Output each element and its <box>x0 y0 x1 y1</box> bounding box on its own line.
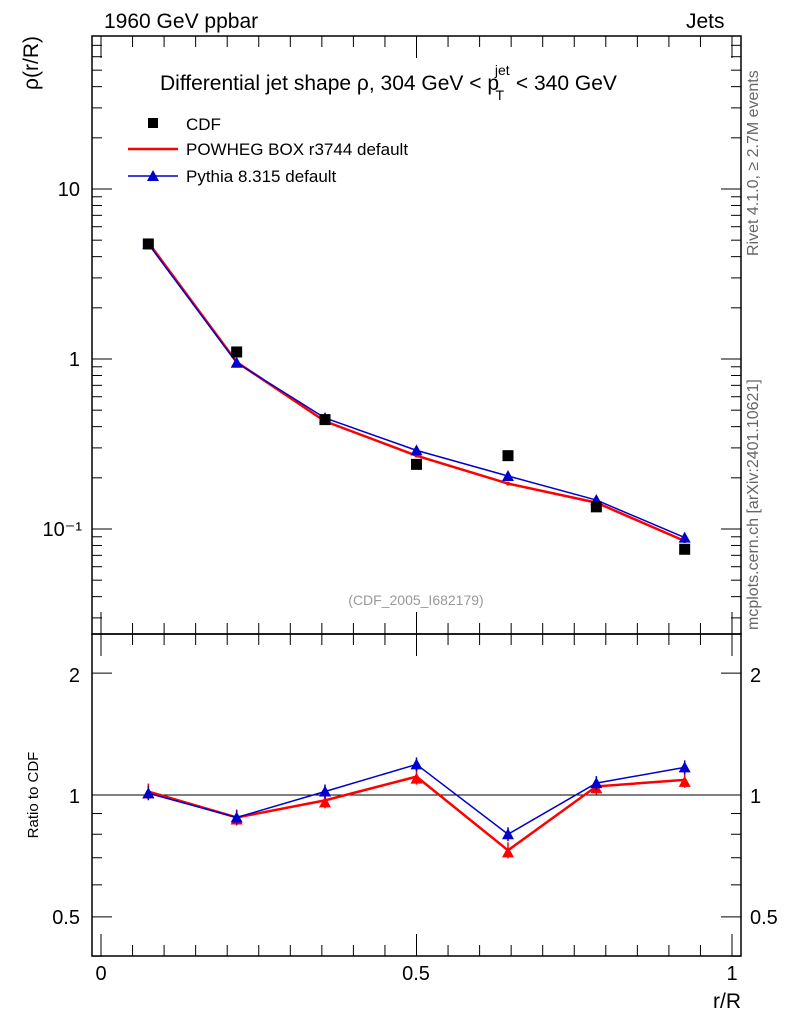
powheg-main-line <box>147 241 686 543</box>
header-left-label: 1960 GeV ppbar <box>104 10 259 33</box>
main-y-tick-label-0p1: 10⁻¹ <box>43 519 83 541</box>
pythia-ratio-point <box>678 761 691 773</box>
main-panel: 10⁻¹ 1 10 ρ(r/R) Differential jet shape … <box>20 35 742 635</box>
cdf-data-point <box>590 501 602 513</box>
pythia-main-line <box>147 243 685 539</box>
cdf-data-point <box>142 238 154 250</box>
cdf-data-point <box>502 450 514 462</box>
pythia-main-point <box>410 444 423 456</box>
main-chart-title: Differential jet shape ρ, 304 GeV < p je… <box>160 57 617 105</box>
legend-cdf-marker <box>148 118 158 128</box>
main-axis-ticks <box>92 36 741 634</box>
main-y-tick-label-10: 10 <box>58 179 80 201</box>
powheg-ratio-point <box>410 772 423 784</box>
powheg-main-point <box>505 481 510 486</box>
main-series-layer <box>142 237 691 555</box>
legend-powheg-label: POWHEG BOX r3744 default <box>186 140 408 159</box>
pythia-ratio-point <box>590 777 603 789</box>
x-axis-label: r/R <box>713 990 741 1013</box>
pythia-main-point <box>501 470 514 482</box>
legend-pythia-marker <box>147 170 159 181</box>
pythia-ratio-point <box>142 787 155 799</box>
main-y-tick-label-1: 1 <box>69 349 80 371</box>
ratio-y-axis-label: Ratio to CDF <box>25 752 42 839</box>
cdf-data-point <box>231 346 243 358</box>
powheg-ratio-point <box>501 846 514 858</box>
pythia-ratio-point <box>501 828 514 840</box>
title-superscript: jet <box>494 62 510 78</box>
title-main: Differential jet shape ρ, 304 GeV < p <box>160 72 499 95</box>
legend: CDF POWHEG BOX r3744 default Pythia 8.31… <box>128 115 408 186</box>
cdf-data-point <box>411 458 422 470</box>
pythia-ratio-point <box>410 758 423 770</box>
x-tick-label-0: 0 <box>95 963 106 985</box>
ratio-y-tick-label-1-left: 1 <box>69 786 80 808</box>
ratio-y-tick-label-2-left: 2 <box>69 665 80 687</box>
powheg-ratio-line <box>147 775 685 852</box>
x-tick-label-0p5: 0.5 <box>402 963 430 985</box>
powheg-ratio-point <box>678 775 691 787</box>
legend-cdf-label: CDF <box>186 115 221 134</box>
ratio-y-tick-label-1-right: 1 <box>750 786 761 808</box>
header-right-label: Jets <box>686 10 725 33</box>
title-subscript: T <box>496 87 505 103</box>
legend-pythia-label: Pythia 8.315 default <box>186 167 337 186</box>
ratio-y-tick-label-0p5-right: 0.5 <box>750 907 778 929</box>
pythia-ratio-point <box>319 785 332 797</box>
ratio-y-tick-label-0p5-left: 0.5 <box>52 907 80 929</box>
x-tick-label-1: 1 <box>726 963 737 985</box>
cdf-data-point <box>319 414 331 426</box>
title-tail: < 340 GeV <box>516 72 617 95</box>
analysis-watermark: (CDF_2005_I682179) <box>348 592 483 608</box>
pythia-main-point <box>678 531 691 543</box>
ratio-panel: 0.5 1 2 0.5 1 2 Ratio to CDF 0 0.5 1 r/R <box>25 633 778 1013</box>
powheg-ratio-point <box>319 796 332 808</box>
pythia-ratio-point <box>230 811 243 823</box>
cdf-data-point <box>679 543 691 555</box>
ratio-y-tick-label-2-right: 2 <box>750 665 761 687</box>
ratio-series-layer <box>142 757 691 859</box>
main-y-axis-label: ρ(r/R) <box>20 36 43 90</box>
pythia-main-point <box>230 356 243 368</box>
